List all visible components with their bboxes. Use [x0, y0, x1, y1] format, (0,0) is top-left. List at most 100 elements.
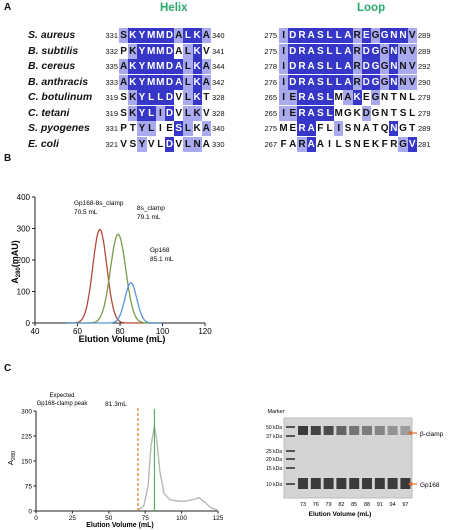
residue: L	[183, 59, 193, 74]
residue: L	[324, 43, 335, 59]
beta-clamp-band	[349, 426, 360, 435]
loop-end-number: 279	[418, 93, 431, 102]
residue: P	[120, 123, 127, 134]
residue: M	[279, 123, 288, 134]
residue: L	[324, 105, 335, 121]
observed-peak-label: 81.3mL	[105, 401, 127, 408]
residue: V	[407, 28, 417, 43]
beta-clamp-band	[298, 426, 308, 435]
helix-title: Helix	[160, 2, 188, 14]
residue: N	[398, 74, 408, 90]
y-tick-label-c: 225	[21, 434, 32, 441]
residue: L	[183, 136, 193, 152]
residue: E	[288, 105, 298, 121]
residue: N	[399, 92, 407, 103]
x-tick-label-b: 40	[31, 327, 40, 336]
residue: R	[297, 136, 307, 152]
residue: D	[164, 105, 175, 121]
marker-band	[286, 483, 295, 485]
residue: G	[370, 74, 381, 90]
residue: T	[390, 107, 397, 119]
residue: R	[352, 43, 362, 59]
residue: D	[164, 90, 175, 105]
loop-title: Loop	[357, 2, 386, 14]
residue: S	[315, 90, 325, 105]
beta-clamp-band	[362, 426, 372, 435]
residue: S	[344, 123, 352, 134]
residue: I	[334, 121, 344, 136]
svg-text:A280(mAU): A280(mAU)	[10, 240, 22, 284]
residue: S	[119, 28, 129, 43]
marker-size-label: 10 kDa	[266, 482, 282, 488]
y-tick-label-c: 0	[28, 509, 32, 516]
loop-end-number: 279	[418, 108, 431, 118]
lane-label: 88	[364, 502, 370, 508]
residue: L	[334, 28, 344, 43]
residue: A	[306, 121, 316, 136]
gel-marker-label: Marker	[267, 409, 284, 415]
helix-end-number: 330	[212, 139, 225, 149]
residue: L	[146, 90, 156, 105]
residue: I	[279, 105, 289, 121]
helix-start-number: 333	[105, 77, 118, 87]
helix-start-number: 331	[105, 31, 118, 40]
residue: A	[343, 74, 353, 90]
residue: L	[324, 59, 335, 74]
residue: A	[306, 136, 316, 152]
x-tick-label-c: 50	[105, 515, 113, 522]
residue: L	[334, 74, 344, 90]
loop-start-number: 265	[264, 108, 277, 118]
residue: I	[158, 123, 162, 134]
loop-start-number: 278	[264, 62, 277, 71]
residue: D	[288, 59, 298, 74]
residue: F	[317, 123, 324, 134]
residue: A	[362, 123, 370, 134]
y-tick-label-b: 100	[17, 288, 31, 297]
y-tick-label-c: 75	[25, 484, 33, 491]
x-tick-label-b: 60	[73, 327, 82, 336]
residue: I	[279, 43, 289, 59]
series-line-b	[66, 281, 163, 324]
residue: T	[390, 92, 397, 103]
residue: S	[174, 121, 184, 136]
residue: T	[409, 123, 416, 134]
loop-start-number: 275	[264, 46, 277, 56]
residue: Y	[137, 121, 147, 136]
residue: M	[146, 59, 156, 74]
lane-label: 79	[326, 502, 332, 508]
residue: S	[315, 43, 325, 59]
x-tick-label-c: 75	[142, 515, 150, 522]
residue: D	[361, 43, 371, 59]
y-axis-title-c: A280	[6, 451, 17, 465]
chromatogram-c: A280 Expected Gp168-clamp peak 81.3mL El…	[6, 393, 224, 529]
residue: L	[183, 43, 193, 59]
residue: Y	[137, 90, 147, 105]
lane-label: 85	[351, 502, 357, 508]
panel-b-letter: B	[4, 153, 12, 164]
residue: A	[174, 74, 184, 90]
loop-end-number: 290	[418, 77, 431, 87]
gp168-band-label: Gp168	[420, 482, 440, 489]
beta-clamp-band-label: β-clamp	[420, 431, 444, 438]
marker-size-label: 37 kDa	[266, 434, 282, 440]
residue: K	[128, 90, 138, 105]
loop-start-number: 276	[264, 77, 277, 87]
x-tick-label-b: 120	[198, 327, 212, 336]
helix-end-number: 342	[212, 77, 225, 87]
residue: A	[316, 138, 324, 150]
residue: Y	[137, 74, 147, 90]
annotation-complex-volume: 70.5 mL	[74, 209, 98, 216]
residue: D	[164, 59, 175, 74]
residue: P	[120, 45, 127, 57]
residue: Q	[380, 123, 389, 134]
residue: K	[192, 43, 202, 59]
series-line-b	[66, 233, 163, 324]
residue: R	[352, 74, 362, 90]
residue: L	[183, 90, 193, 105]
sds-page-gel: Marker Elution Volume (mL) β-clamp Gp168…	[266, 409, 444, 518]
residue: L	[334, 43, 344, 59]
